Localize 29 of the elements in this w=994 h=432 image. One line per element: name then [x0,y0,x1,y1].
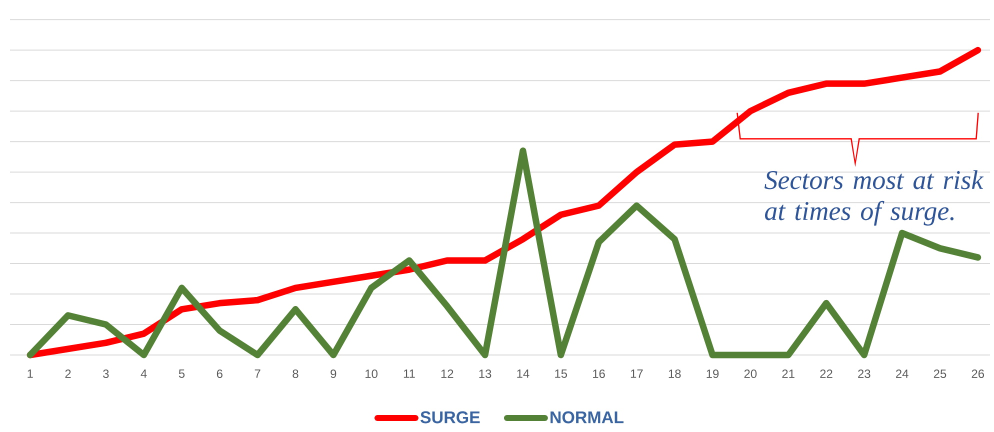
x-tick-label: 24 [896,370,908,378]
x-tick-label: 23 [858,370,870,378]
x-tick-label: 22 [820,370,832,378]
legend-label: SURGE [420,411,480,424]
x-tick-label: 10 [366,370,378,378]
x-tick-label: 21 [782,370,794,378]
x-tick-label: 26 [972,370,984,378]
x-tick-label: 4 [140,370,147,378]
x-tick-label: 1 [28,370,33,378]
x-tick-label: 25 [934,370,946,378]
x-tick-label: 9 [330,370,336,378]
legend-label: NORMAL [550,411,624,424]
x-tick-label: 2 [65,370,71,378]
x-tick-label: 8 [292,370,298,378]
x-tick-label: 15 [555,370,568,378]
x-tick-label: 6 [216,370,222,378]
x-tick-label: 16 [593,370,605,378]
x-tick-label: 17 [630,370,643,378]
annotation: Sectors most at risk at times of surge. [764,170,984,226]
x-tick-label: 5 [178,370,185,378]
x-tick-label: 18 [668,370,681,378]
x-tick-label: 19 [706,370,719,378]
x-tick-label: 7 [254,370,260,378]
x-tick-label: 12 [441,370,454,378]
x-tick-label: 11 [404,370,415,378]
x-tick-label: 14 [517,370,530,378]
x-tick-label: 20 [744,370,757,378]
x-tick-label: 3 [103,370,109,378]
x-tick-label: 13 [479,370,492,378]
